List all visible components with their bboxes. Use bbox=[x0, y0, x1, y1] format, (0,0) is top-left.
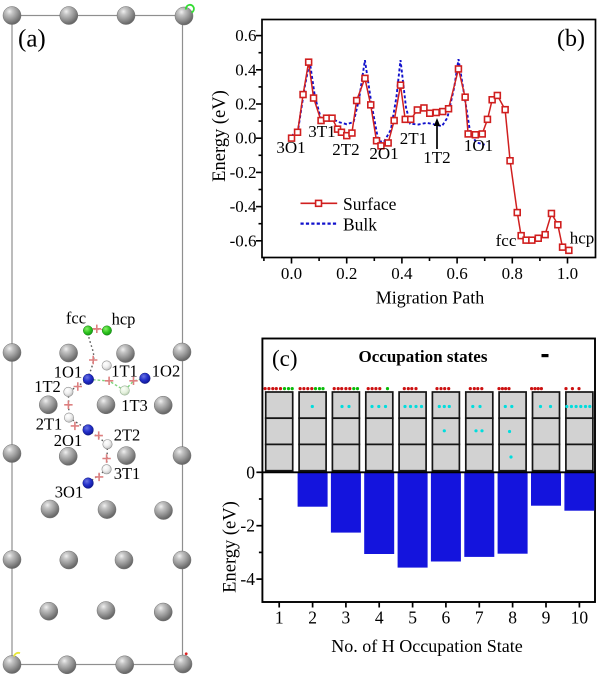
svg-text:2: 2 bbox=[308, 608, 317, 628]
svg-text:1T2: 1T2 bbox=[34, 377, 61, 396]
svg-text:fcc: fcc bbox=[66, 309, 86, 328]
svg-text:-0.2: -0.2 bbox=[230, 163, 257, 182]
svg-text:Surface: Surface bbox=[343, 194, 397, 214]
svg-text:0.0: 0.0 bbox=[281, 264, 302, 283]
svg-text:4: 4 bbox=[375, 608, 384, 628]
svg-text:1O1: 1O1 bbox=[54, 363, 82, 382]
svg-text:3O1: 3O1 bbox=[55, 483, 83, 502]
svg-text:(b): (b) bbox=[557, 26, 585, 52]
svg-text:0.6: 0.6 bbox=[446, 264, 467, 283]
svg-text:8: 8 bbox=[508, 608, 517, 628]
svg-text:(c): (c) bbox=[272, 346, 298, 371]
svg-text:Bulk: Bulk bbox=[343, 214, 377, 234]
svg-text:2T1: 2T1 bbox=[36, 415, 63, 434]
svg-text:10: 10 bbox=[571, 608, 589, 628]
svg-text:5: 5 bbox=[408, 608, 417, 628]
svg-text:0.4: 0.4 bbox=[391, 264, 413, 283]
svg-text:1O1: 1O1 bbox=[464, 136, 493, 155]
svg-text:Energy (eV): Energy (eV) bbox=[210, 90, 230, 182]
svg-text:1T2: 1T2 bbox=[423, 148, 450, 167]
svg-text:1O2: 1O2 bbox=[152, 362, 180, 381]
svg-text:0.2: 0.2 bbox=[336, 264, 357, 283]
svg-text:-4: -4 bbox=[240, 569, 255, 589]
svg-text:Migration Path: Migration Path bbox=[376, 288, 485, 308]
svg-text:(a): (a) bbox=[18, 26, 46, 53]
svg-text:7: 7 bbox=[475, 608, 484, 628]
svg-text:1T1: 1T1 bbox=[111, 362, 138, 381]
svg-text:2T2: 2T2 bbox=[114, 426, 141, 445]
svg-text:Energy (eV): Energy (eV) bbox=[221, 501, 241, 593]
svg-text:2T2: 2T2 bbox=[332, 140, 359, 159]
svg-text:6: 6 bbox=[442, 608, 451, 628]
svg-text:0: 0 bbox=[246, 462, 255, 482]
svg-text:No. of H Occupation State: No. of H Occupation State bbox=[331, 636, 522, 656]
svg-text:1T3: 1T3 bbox=[121, 396, 148, 415]
svg-text:0.8: 0.8 bbox=[502, 264, 523, 283]
svg-text:0.6: 0.6 bbox=[235, 26, 256, 45]
svg-text:3: 3 bbox=[342, 608, 351, 628]
svg-text:3T1: 3T1 bbox=[114, 464, 141, 483]
svg-text:1: 1 bbox=[275, 608, 284, 628]
svg-text:-0.4: -0.4 bbox=[230, 197, 257, 216]
svg-text:3O1: 3O1 bbox=[276, 138, 305, 157]
svg-text:-0.6: -0.6 bbox=[230, 231, 257, 250]
svg-text:9: 9 bbox=[542, 608, 551, 628]
svg-text:hcp: hcp bbox=[112, 310, 136, 329]
svg-text:fcc: fcc bbox=[496, 231, 517, 250]
svg-text:-2: -2 bbox=[240, 516, 255, 536]
svg-text:0.2: 0.2 bbox=[235, 95, 256, 114]
svg-text:0.4: 0.4 bbox=[235, 60, 257, 79]
svg-text:3T1: 3T1 bbox=[308, 122, 335, 141]
svg-text:2T1: 2T1 bbox=[400, 129, 427, 148]
svg-text:1.0: 1.0 bbox=[557, 264, 578, 283]
svg-text:0.0: 0.0 bbox=[235, 129, 256, 148]
svg-text:Occupation states: Occupation states bbox=[359, 347, 488, 366]
svg-text:2O1: 2O1 bbox=[369, 144, 398, 163]
svg-text:2O1: 2O1 bbox=[54, 431, 82, 450]
svg-text:hcp: hcp bbox=[570, 229, 595, 248]
